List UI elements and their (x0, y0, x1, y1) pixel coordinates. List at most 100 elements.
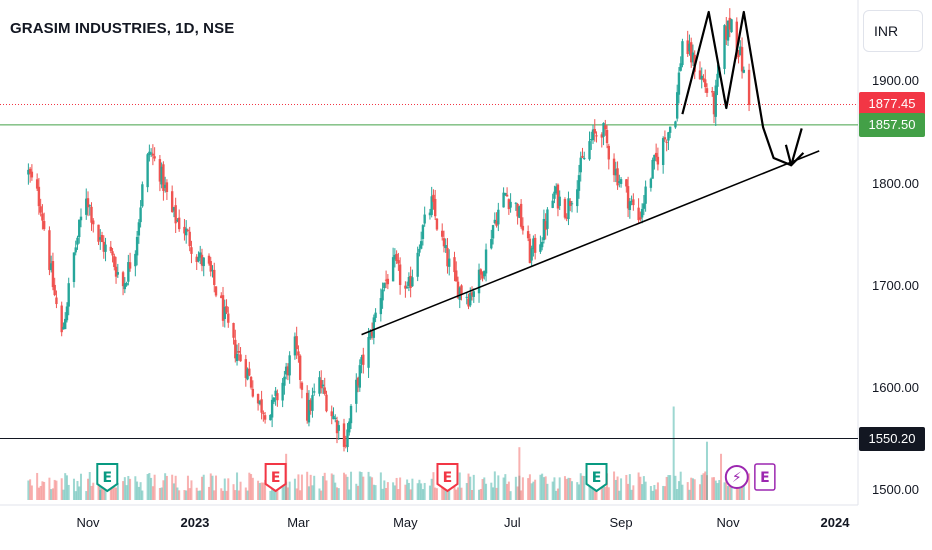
candle[interactable] (444, 238, 447, 253)
candle[interactable] (293, 332, 297, 360)
candle[interactable] (725, 16, 728, 46)
candle[interactable] (737, 49, 740, 64)
candle[interactable] (544, 213, 547, 240)
candle[interactable] (691, 44, 695, 67)
candle[interactable] (153, 147, 156, 162)
candle[interactable] (411, 269, 414, 287)
candle[interactable] (170, 185, 174, 213)
candle[interactable] (139, 200, 142, 228)
candle[interactable] (158, 155, 162, 192)
candle[interactable] (479, 268, 482, 280)
candle[interactable] (114, 256, 118, 284)
candle[interactable] (27, 163, 30, 185)
candle[interactable] (356, 376, 360, 393)
candle[interactable] (300, 381, 304, 399)
candle[interactable] (298, 354, 302, 389)
candle[interactable] (334, 414, 337, 423)
candles[interactable] (27, 8, 751, 453)
candle[interactable] (491, 224, 495, 245)
candle[interactable] (421, 224, 425, 246)
candle[interactable] (477, 263, 481, 303)
candle[interactable] (227, 306, 230, 328)
candle[interactable] (554, 183, 558, 195)
candle[interactable] (60, 301, 63, 337)
candle[interactable] (614, 161, 618, 183)
candle[interactable] (244, 354, 248, 387)
candle[interactable] (393, 248, 397, 268)
candle[interactable] (214, 285, 218, 298)
candle[interactable] (221, 286, 225, 327)
candle[interactable] (742, 66, 746, 74)
candle[interactable] (62, 322, 65, 330)
candle[interactable] (113, 253, 116, 271)
candle[interactable] (470, 286, 474, 301)
candle[interactable] (223, 299, 226, 328)
candle[interactable] (595, 131, 598, 143)
candle[interactable] (504, 192, 507, 197)
candle[interactable] (258, 400, 262, 406)
candle[interactable] (700, 67, 703, 89)
candle[interactable] (288, 351, 291, 384)
candle[interactable] (276, 389, 279, 407)
candle[interactable] (184, 220, 188, 244)
candle[interactable] (519, 199, 523, 229)
candle[interactable] (332, 407, 335, 420)
candle[interactable] (209, 256, 212, 277)
candle[interactable] (295, 326, 298, 359)
candle[interactable] (607, 143, 610, 170)
candle[interactable] (134, 250, 137, 277)
candle[interactable] (125, 281, 128, 287)
candle[interactable] (177, 209, 181, 232)
candle[interactable] (225, 299, 228, 315)
candle[interactable] (698, 61, 702, 80)
candle[interactable] (88, 204, 91, 216)
candle[interactable] (747, 63, 751, 112)
candle[interactable] (379, 288, 383, 322)
candle[interactable] (127, 254, 130, 286)
earnings-marker-icon[interactable]: E (754, 463, 776, 491)
candle[interactable] (404, 281, 407, 298)
candle[interactable] (591, 124, 595, 144)
dividend-marker-icon[interactable]: ⚡ (724, 465, 749, 489)
projection-path[interactable] (681, 10, 803, 167)
candle[interactable] (448, 249, 451, 276)
candle[interactable] (651, 157, 654, 179)
candle[interactable] (37, 177, 41, 215)
candle[interactable] (39, 198, 42, 217)
candle[interactable] (686, 30, 689, 57)
candle[interactable] (630, 195, 633, 206)
candle[interactable] (65, 302, 69, 323)
earnings-marker-icon[interactable]: E (96, 463, 119, 493)
candle[interactable] (528, 233, 532, 264)
candle[interactable] (416, 246, 419, 282)
candle[interactable] (514, 202, 518, 211)
candle[interactable] (30, 164, 34, 181)
candle[interactable] (546, 207, 549, 236)
candle[interactable] (505, 187, 509, 197)
candle[interactable] (188, 226, 191, 252)
candle[interactable] (567, 191, 570, 226)
candle[interactable] (455, 261, 458, 282)
candle[interactable] (383, 282, 386, 292)
candle[interactable] (740, 37, 744, 79)
candle[interactable] (493, 212, 497, 225)
candle[interactable] (246, 367, 249, 381)
candle[interactable] (405, 281, 409, 289)
candle[interactable] (200, 248, 204, 272)
candle[interactable] (121, 270, 125, 296)
candle[interactable] (381, 282, 384, 309)
candle[interactable] (74, 240, 77, 256)
candle[interactable] (318, 371, 321, 397)
candle[interactable] (213, 262, 216, 293)
candle[interactable] (262, 410, 265, 422)
candle[interactable] (67, 277, 70, 316)
candle[interactable] (99, 229, 102, 250)
candle[interactable] (704, 69, 707, 93)
candle[interactable] (234, 329, 237, 363)
candle[interactable] (137, 219, 141, 244)
candle[interactable] (472, 288, 475, 303)
candle[interactable] (521, 217, 525, 235)
candle[interactable] (190, 240, 193, 264)
candle[interactable] (490, 229, 493, 250)
candle[interactable] (581, 147, 584, 159)
